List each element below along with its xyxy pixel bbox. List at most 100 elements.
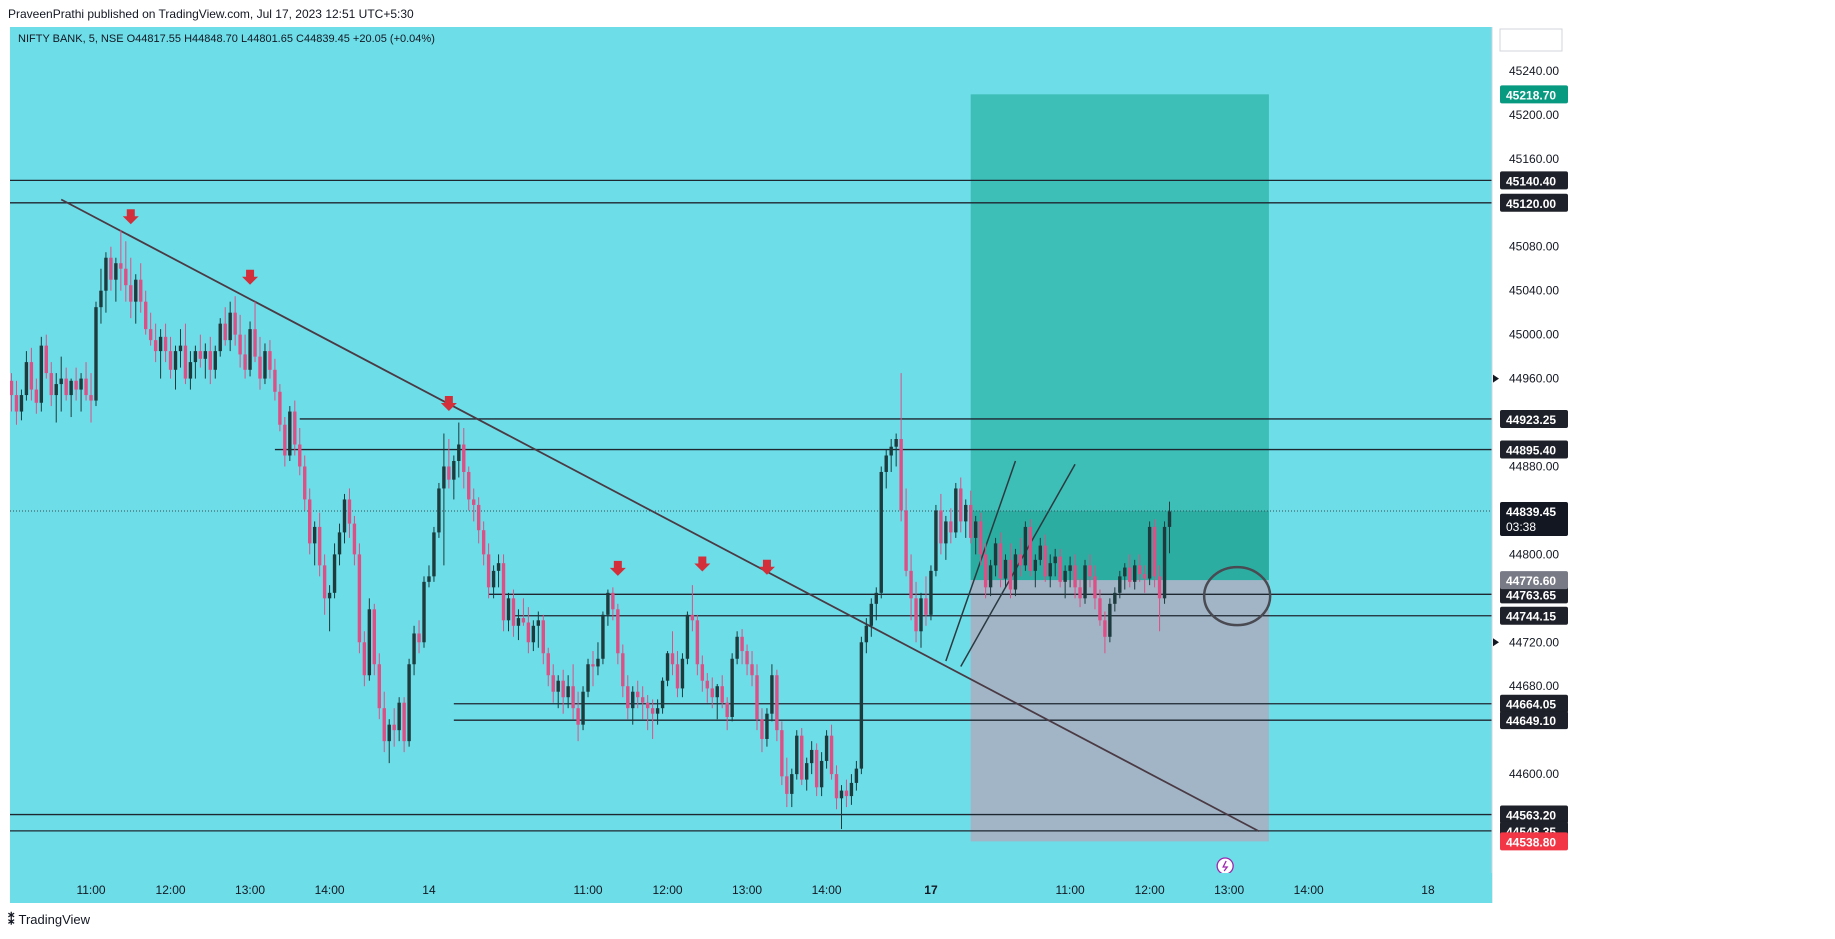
current-price-box[interactable] (1500, 502, 1568, 537)
level-price-box[interactable] (1500, 606, 1568, 625)
candle-body (954, 488, 958, 533)
candle (233, 296, 237, 346)
candle-body (457, 444, 461, 461)
candle-body (725, 702, 729, 717)
candle-body (1103, 620, 1107, 637)
level-price-box[interactable] (1500, 193, 1568, 212)
price-axis[interactable]: 45240.00 45200.00 45160.00 45080.00 45040.00… (1491, 27, 1833, 903)
stop-zone[interactable] (970, 580, 1269, 842)
level-price-box[interactable] (1500, 440, 1568, 459)
level-price-box[interactable] (1500, 694, 1568, 713)
candle (1113, 587, 1117, 612)
candle (516, 609, 521, 641)
candle-body (695, 620, 700, 665)
candle-body (59, 378, 63, 385)
candle-body (397, 702, 401, 731)
target-zone[interactable] (970, 94, 1269, 581)
candle (153, 323, 158, 363)
candle-body (223, 323, 227, 341)
candle-body (516, 618, 521, 626)
candle-body (914, 598, 918, 632)
candle (511, 589, 516, 637)
candle-body (476, 504, 481, 531)
candle-body (606, 592, 610, 615)
candle-body (312, 526, 317, 544)
candle (263, 343, 267, 385)
candle (109, 246, 113, 291)
price-marker-icon (1493, 638, 1499, 647)
candle-body (1167, 511, 1172, 527)
horizontal-levels[interactable] (10, 179, 1492, 832)
alert-lightning-icon[interactable] (1216, 857, 1234, 875)
candle-body (1068, 565, 1072, 571)
price-scale-input[interactable] (1499, 28, 1563, 52)
candle (934, 504, 938, 577)
candle (337, 523, 342, 566)
candle (685, 611, 690, 665)
price-tick-label: 44880.00 (1509, 459, 1559, 473)
candle (954, 482, 958, 538)
candle-body (844, 790, 849, 797)
channel-line[interactable] (960, 463, 1076, 667)
level-price-box[interactable] (1500, 585, 1568, 604)
candle (268, 340, 272, 379)
candle (725, 697, 729, 731)
candle-body (427, 576, 431, 582)
candle (1088, 554, 1092, 588)
candle-body (949, 521, 953, 533)
candle (854, 760, 859, 791)
candle (1147, 521, 1152, 586)
candle-body (1083, 565, 1087, 599)
candle (491, 565, 496, 599)
candle (1003, 554, 1008, 588)
candle-body (959, 488, 963, 522)
candle (362, 631, 367, 687)
candle (819, 752, 824, 797)
candle-body (139, 279, 143, 302)
chart-panel[interactable]: 45240.00 45200.00 45160.00 45080.00 45040.00… (9, 27, 1833, 903)
candle (790, 768, 794, 808)
candle (148, 312, 153, 346)
level-price-box[interactable] (1500, 711, 1568, 730)
time-axis[interactable]: 11:00 12:00 13:00 14:00 14 11:00 12:00 13:00 14:… (10, 873, 1492, 903)
candle-body (924, 598, 928, 615)
candle (561, 669, 565, 714)
candle-body (402, 702, 406, 742)
highlight-circle (1202, 565, 1272, 627)
candle-body (859, 642, 864, 769)
candle (134, 274, 138, 324)
candle-body (1008, 559, 1013, 590)
target-price-box[interactable] (1500, 85, 1568, 104)
candle (457, 422, 461, 478)
stop-price-box[interactable] (1500, 832, 1568, 851)
candle-body (337, 532, 342, 555)
candle-body (1093, 576, 1097, 599)
candle (884, 450, 888, 489)
candle-body (203, 351, 208, 359)
position-zones[interactable] (970, 94, 1269, 842)
candle-body (134, 279, 138, 302)
candle (740, 629, 744, 665)
candle-body (1018, 554, 1023, 566)
candle (969, 490, 973, 544)
candle-body (442, 466, 446, 489)
level-price-box[interactable] (1500, 409, 1568, 428)
level-price-box-label: 44895.40 (1506, 444, 1556, 458)
candle-body (581, 691, 585, 725)
descending-trendline[interactable] (60, 198, 1260, 833)
price-chart[interactable]: 45240.00 45200.00 45160.00 45080.00 45040.00… (9, 27, 1833, 903)
candle-body (283, 424, 287, 456)
time-tick-label: 12:00 (1135, 883, 1165, 897)
attribution-bar: PraveenPrathi published on TradingView.c… (0, 0, 1835, 26)
level-price-box[interactable] (1500, 171, 1568, 190)
candle (19, 389, 24, 421)
entry-price-box[interactable] (1500, 571, 1568, 590)
candle (9, 373, 14, 412)
candle-body (74, 380, 78, 390)
candle-body (452, 460, 456, 480)
candle (452, 455, 456, 500)
candle (79, 373, 83, 412)
candle (814, 743, 819, 797)
candle (805, 757, 809, 791)
level-price-box[interactable] (1500, 805, 1568, 824)
